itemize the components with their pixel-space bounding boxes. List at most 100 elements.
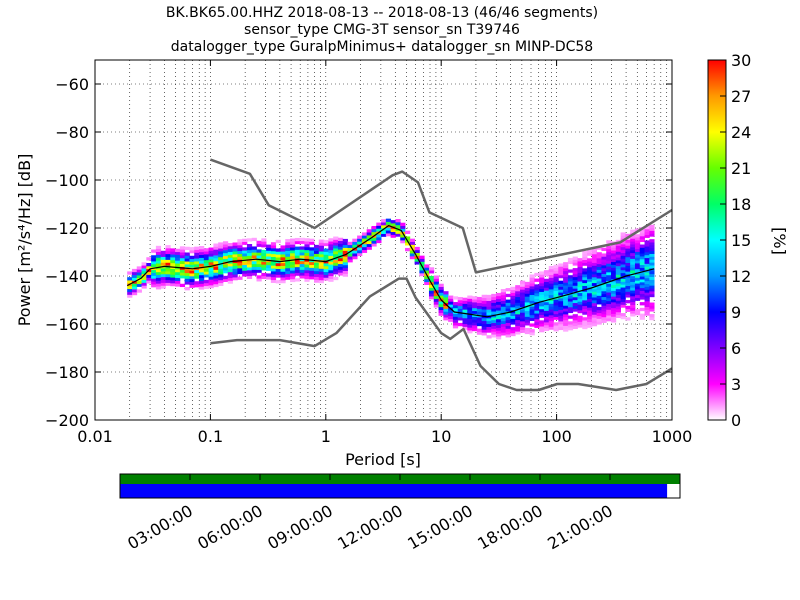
heatmap-cell xyxy=(342,244,348,248)
heatmap-cell xyxy=(539,320,545,324)
heatmap-cell xyxy=(644,234,650,238)
heatmap-cell xyxy=(634,248,641,252)
heatmap-cell xyxy=(333,271,339,275)
heatmap-cell xyxy=(290,270,296,274)
heatmap-cell xyxy=(606,269,612,273)
heatmap-cell xyxy=(639,261,645,266)
heatmap-cell xyxy=(294,269,301,273)
heatmap-cell xyxy=(539,294,545,298)
heatmap-cell xyxy=(309,247,315,251)
heatmap-cell xyxy=(428,275,435,280)
heatmap-cell xyxy=(366,235,372,239)
heatmap-cell xyxy=(567,295,574,299)
heatmap-cell xyxy=(620,313,626,317)
heatmap-cell xyxy=(534,278,540,282)
heatmap-cell xyxy=(165,256,171,260)
heatmap-cell xyxy=(534,324,540,328)
heatmap-cell xyxy=(649,314,655,318)
heatmap-cell xyxy=(543,284,550,288)
heatmap-cell xyxy=(203,285,210,289)
heatmap-cell xyxy=(457,322,463,327)
heatmap-cell xyxy=(342,250,348,254)
heatmap-cell xyxy=(500,314,507,319)
heatmap-cell xyxy=(553,270,559,274)
heatmap-cell xyxy=(596,257,602,262)
heatmap-cell xyxy=(539,285,545,290)
heatmap-cell xyxy=(127,277,133,281)
heatmap-cell xyxy=(256,266,262,270)
heatmap-cell xyxy=(438,283,444,287)
heatmap-cell xyxy=(639,281,645,286)
heatmap-cell xyxy=(246,275,253,279)
heatmap-cell xyxy=(428,290,435,294)
heatmap-cell xyxy=(376,239,382,244)
heatmap-cell xyxy=(160,285,166,289)
heatmap-cell xyxy=(505,288,511,292)
heatmap-cell xyxy=(227,274,233,278)
heatmap-cell xyxy=(649,288,655,292)
heatmap-cell xyxy=(558,289,564,293)
heatmap-cell xyxy=(634,288,641,293)
heatmap-cell xyxy=(189,273,195,277)
heatmap-cell xyxy=(563,267,569,272)
heatmap-cell xyxy=(155,277,162,281)
heatmap-cell xyxy=(433,292,439,297)
heatmap-cell xyxy=(184,278,190,282)
heatmap-cell xyxy=(151,258,157,262)
heatmap-cell xyxy=(462,323,468,327)
heatmap-cell xyxy=(222,244,229,248)
heatmap-cell xyxy=(596,309,602,314)
heatmap-cell xyxy=(342,264,348,269)
heatmap-cell xyxy=(333,262,339,266)
heatmap-cell xyxy=(294,237,301,242)
heatmap-cell xyxy=(577,284,583,288)
heatmap-cell xyxy=(304,255,310,259)
heatmap-cell xyxy=(151,263,157,268)
y-tick-label: −120 xyxy=(45,219,89,238)
heatmap-cell xyxy=(170,268,176,272)
heatmap-cell xyxy=(563,299,569,303)
heatmap-cell xyxy=(644,246,650,250)
heatmap-cell xyxy=(615,283,621,287)
heatmap-cell xyxy=(606,274,612,279)
heatmap-cell xyxy=(644,249,650,253)
heatmap-cell xyxy=(639,258,645,263)
heatmap-cell xyxy=(606,292,612,296)
heatmap-cell xyxy=(625,239,631,243)
heatmap-cell xyxy=(165,268,171,272)
heatmap-cell xyxy=(563,276,569,280)
heatmap-cell xyxy=(395,224,401,229)
heatmap-cell xyxy=(620,281,626,285)
heatmap-cell xyxy=(304,246,310,251)
heatmap-cell xyxy=(165,282,171,286)
heatmap-cell xyxy=(294,252,301,256)
heatmap-cell xyxy=(323,274,329,278)
colorbar-tick-label: 3 xyxy=(731,375,741,394)
heatmap-cell xyxy=(587,266,593,271)
heatmap-cell xyxy=(630,252,636,257)
heatmap-cell xyxy=(294,260,301,265)
heatmap-cell xyxy=(543,313,550,317)
heatmap-cell xyxy=(385,218,392,222)
heatmap-cell xyxy=(639,232,645,237)
heatmap-cell xyxy=(486,312,492,316)
heatmap-cell xyxy=(290,273,296,277)
heatmap-cell xyxy=(606,263,612,267)
heatmap-cell xyxy=(208,261,214,266)
heatmap-cell xyxy=(160,270,166,275)
heatmap-cell xyxy=(285,244,291,249)
heatmap-cell xyxy=(261,264,267,268)
heatmap-cell xyxy=(309,238,315,242)
heatmap-cell xyxy=(328,261,334,265)
heatmap-cell xyxy=(601,288,607,292)
heatmap-cell xyxy=(630,244,636,248)
heatmap-cell xyxy=(625,265,631,269)
heatmap-cell xyxy=(318,274,324,278)
heatmap-cell xyxy=(539,303,545,307)
heatmap-cell xyxy=(141,268,147,272)
heatmap-cell xyxy=(606,283,612,287)
heatmap-cell xyxy=(563,273,569,277)
heatmap-cell xyxy=(285,241,291,246)
heatmap-cell xyxy=(443,296,449,301)
heatmap-cell xyxy=(567,301,574,305)
